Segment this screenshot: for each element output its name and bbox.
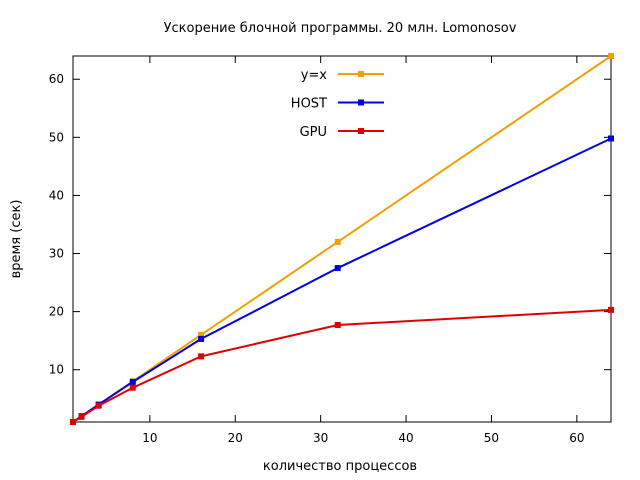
series-line-host [72, 137, 612, 423]
legend-label: HOST [291, 97, 327, 112]
plot-frame [72, 55, 612, 423]
legend-marker [358, 99, 364, 106]
data-point-host [608, 135, 614, 142]
legend-label: y=x [301, 68, 328, 83]
data-point-gpu [95, 402, 102, 409]
data-point-gpu [334, 321, 341, 328]
y-tick-label: 40 [49, 188, 64, 202]
x-tick-label: 60 [569, 431, 584, 445]
legend-item-y-x: y=x [301, 68, 384, 83]
y-tick-label: 50 [49, 130, 64, 144]
data-point-host [334, 265, 341, 272]
data-point-gpu [198, 353, 205, 360]
x-axis-label: количество процессов [263, 459, 417, 474]
legend-label: GPU [300, 125, 327, 140]
legend-item-host: HOST [291, 97, 384, 112]
y-tick-label: 60 [49, 72, 64, 86]
series-line-y-x [72, 55, 612, 423]
x-axis: 10 20 30 40 50 60 [142, 56, 584, 445]
x-tick-label: 20 [228, 431, 243, 445]
x-tick-label: 40 [398, 431, 413, 445]
data-point-host [198, 335, 205, 342]
x-tick-label: 30 [313, 431, 328, 445]
legend: y=x HOST GPU [291, 68, 384, 140]
legend-item-gpu: GPU [300, 125, 384, 140]
data-point-y-x [608, 53, 614, 59]
y-tick-label: 30 [49, 247, 64, 261]
data-point-gpu [129, 384, 136, 391]
x-tick-label: 10 [142, 431, 157, 445]
chart-title: Ускорение блочной программы. 20 млн. Lom… [164, 21, 517, 36]
data-point-y-x [334, 238, 341, 245]
y-tick-label: 10 [49, 363, 64, 377]
data-point-host [129, 378, 136, 385]
x-tick-label: 50 [484, 431, 499, 445]
y-axis: 10 20 30 40 50 60 [49, 72, 611, 377]
series-gpu [70, 306, 614, 425]
y-tick-label: 20 [49, 305, 64, 319]
legend-marker [358, 71, 364, 77]
series-host [70, 135, 614, 425]
legend-marker [358, 128, 364, 134]
series-layer [70, 53, 614, 425]
data-point-gpu [608, 306, 614, 313]
data-point-gpu [78, 413, 85, 420]
y-axis-label: время (сек) [9, 200, 24, 279]
data-point-y-x [198, 331, 205, 338]
data-point-gpu [70, 419, 76, 425]
